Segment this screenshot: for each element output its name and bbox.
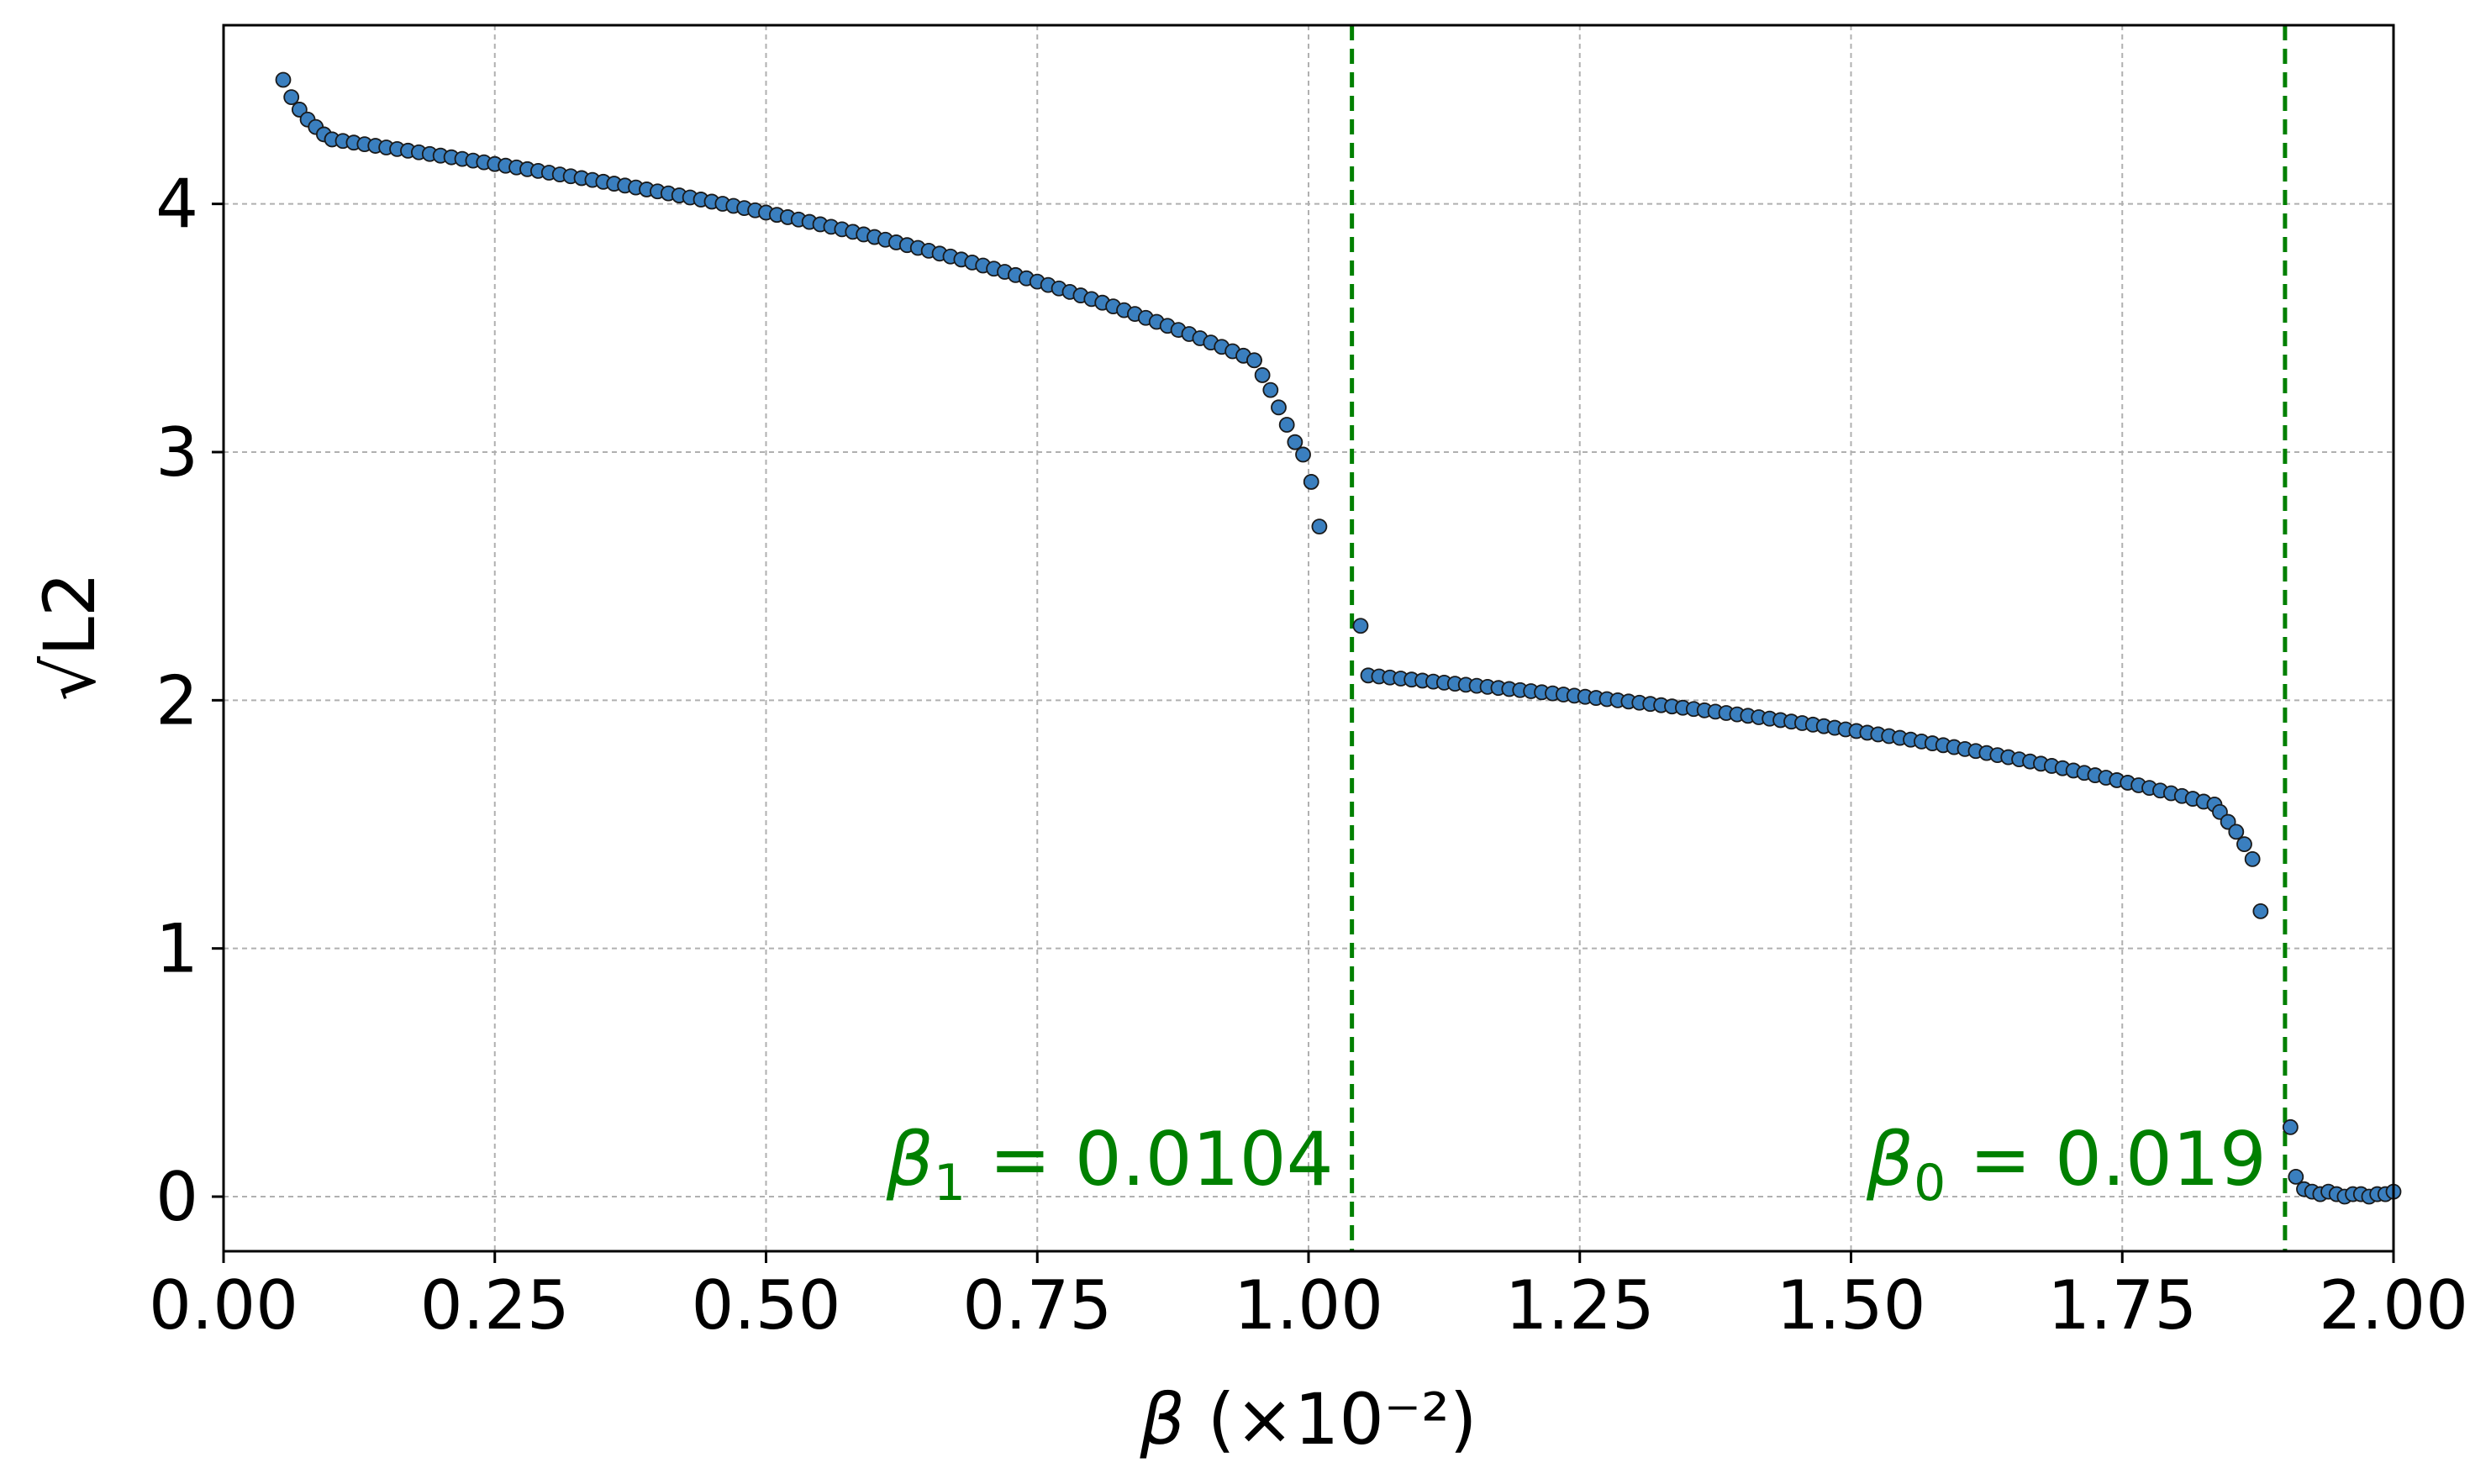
data-point: [1271, 399, 1287, 416]
data-point: [1278, 417, 1295, 433]
x-axis-label-symbol: β: [1139, 1378, 1185, 1460]
threshold-label-symbol: β: [1866, 1116, 1914, 1202]
x-tick-label: 1.00: [1234, 1266, 1383, 1345]
y-tick-label: 2: [155, 661, 198, 739]
x-axis-label: β (×10⁻²): [1139, 1378, 1477, 1460]
threshold-annotations: β1 = 0.0104 β0 = 0.019: [886, 1116, 2267, 1213]
x-tick-label: 2.00: [2319, 1266, 2468, 1345]
y-axis-label: √L2: [29, 572, 111, 702]
y-tick-label: 3: [155, 413, 198, 492]
x-tick-label: 1.50: [1776, 1266, 1925, 1345]
x-tick-label: 0.75: [962, 1266, 1112, 1345]
x-axis-label-unit: (×10⁻²): [1185, 1378, 1477, 1460]
threshold-label-value: = 0.019: [1946, 1116, 2267, 1202]
data-point: [2228, 824, 2245, 840]
y-tick-label: 0: [155, 1158, 198, 1236]
data-point: [1246, 352, 1262, 369]
x-tick-label: 1.75: [2047, 1266, 2197, 1345]
data-point: [1262, 382, 1279, 398]
threshold-label-subscript: 0: [1914, 1154, 1946, 1213]
data-point: [1287, 434, 1303, 450]
threshold-label-value: = 0.0104: [966, 1116, 1334, 1202]
data-point: [275, 71, 292, 88]
grid: [223, 25, 2394, 1251]
data-point: [1303, 474, 1319, 490]
data-points: [275, 71, 2402, 1205]
x-tick-label: 0.50: [691, 1266, 840, 1345]
data-point: [2236, 836, 2252, 853]
data-point: [1311, 518, 1328, 534]
data-point: [1352, 618, 1369, 634]
data-point: [2252, 903, 2269, 919]
data-point: [1254, 367, 1271, 383]
y-tick-label: 1: [155, 910, 198, 988]
data-point: [2288, 1168, 2304, 1185]
data-point: [2282, 1118, 2299, 1135]
x-tick-label: 0.25: [420, 1266, 570, 1345]
data-point: [283, 89, 300, 106]
y-axis-ticks: 0 1 2 3 4: [155, 166, 224, 1236]
data-point: [2244, 850, 2261, 867]
threshold-label: β1 = 0.0104: [886, 1116, 1334, 1213]
threshold-label-subscript: 1: [934, 1154, 966, 1213]
x-tick-label: 0.00: [149, 1266, 298, 1345]
threshold-lines: [1350, 25, 2288, 1251]
x-axis-ticks: 0.00 0.25 0.50 0.75 1.00 1.25 1.50 1.75 2.00: [149, 1251, 2468, 1345]
threshold-label-symbol: β: [886, 1116, 934, 1202]
threshold-label: β0 = 0.019: [1866, 1116, 2267, 1213]
x-tick-label: 1.25: [1505, 1266, 1655, 1345]
y-tick-label: 4: [155, 166, 198, 244]
data-point: [1295, 446, 1311, 463]
